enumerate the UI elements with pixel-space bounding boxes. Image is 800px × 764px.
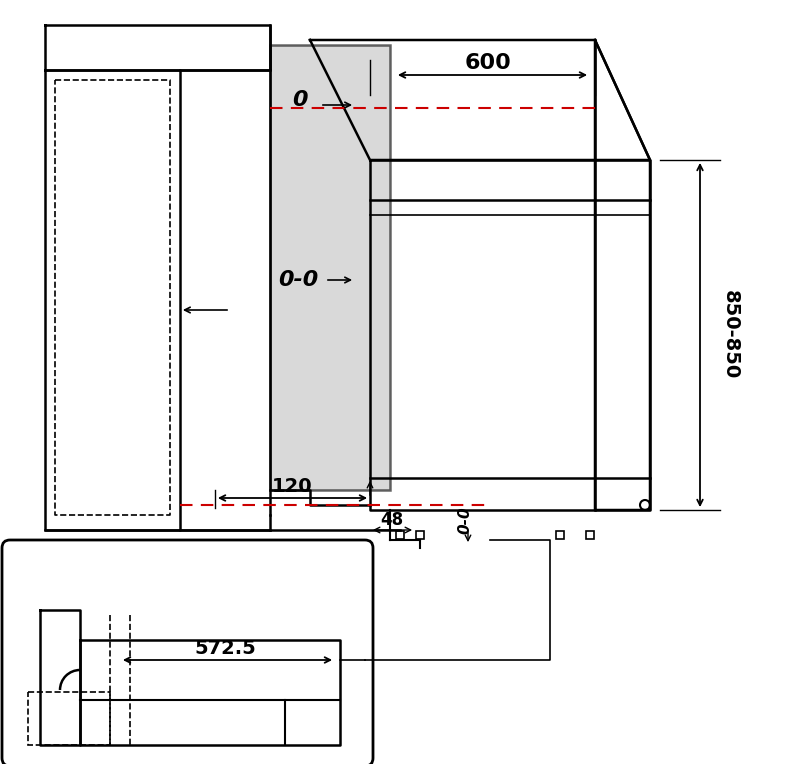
- Text: 0-0: 0-0: [278, 270, 318, 290]
- Text: 850-850: 850-850: [721, 290, 739, 380]
- Text: 48: 48: [381, 511, 403, 529]
- Text: 0-0: 0-0: [458, 507, 473, 534]
- Bar: [586, 531, 594, 539]
- Bar: [416, 531, 424, 539]
- Polygon shape: [270, 45, 390, 490]
- Text: 600: 600: [465, 53, 511, 73]
- Bar: [556, 531, 564, 539]
- Text: 572.5: 572.5: [194, 639, 256, 658]
- FancyBboxPatch shape: [2, 540, 373, 764]
- Bar: [396, 531, 404, 539]
- Text: 120: 120: [272, 477, 312, 496]
- Text: 0: 0: [292, 90, 308, 110]
